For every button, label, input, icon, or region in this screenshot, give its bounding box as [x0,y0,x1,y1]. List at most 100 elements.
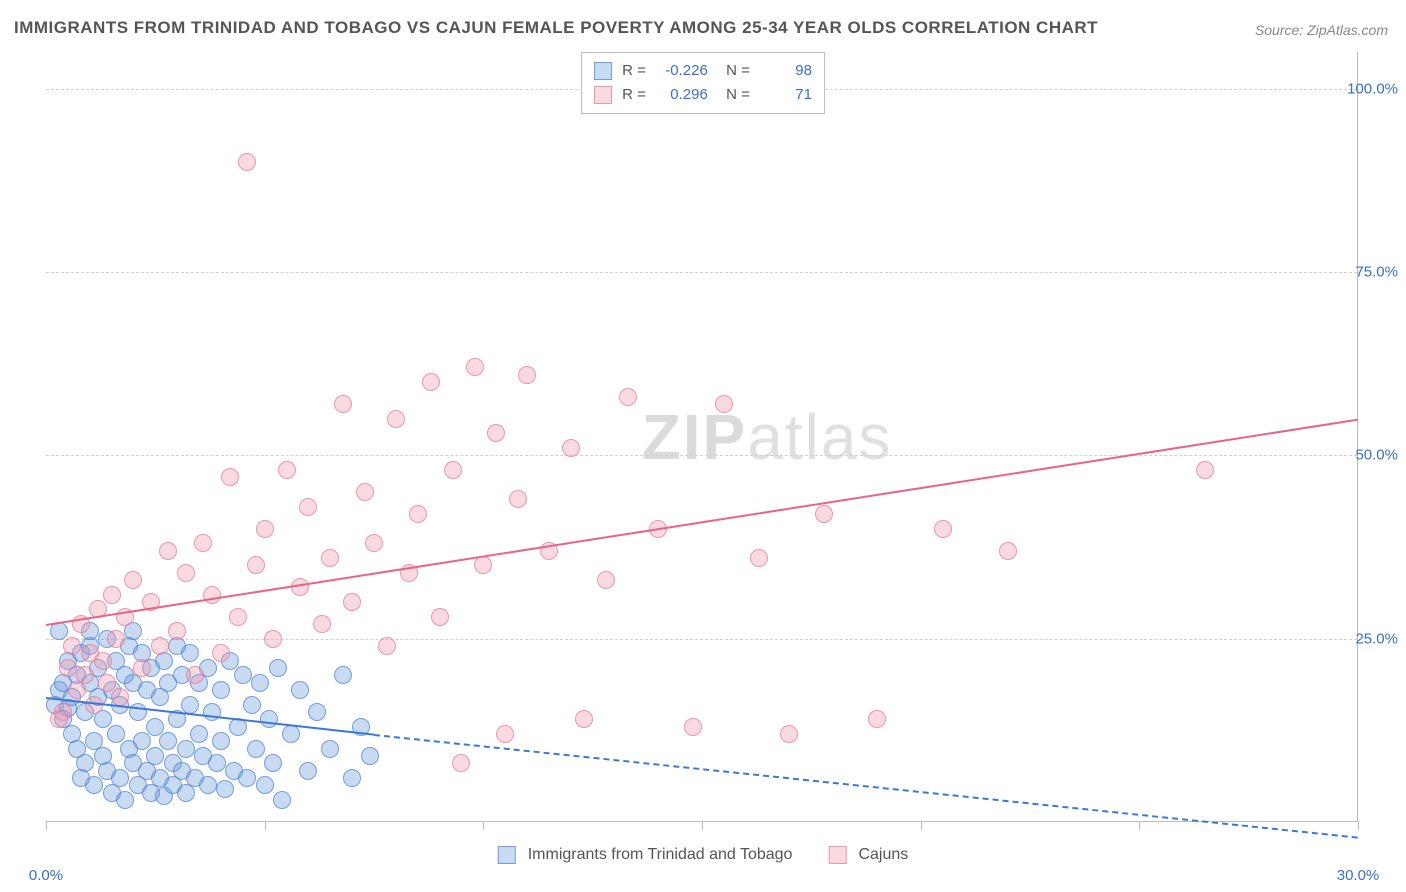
correlation-legend: R = -0.226 N = 98 R = 0.296 N = 71 [581,52,825,114]
data-point-pink [474,556,492,574]
data-point-blue [199,776,217,794]
swatch-pink [594,86,612,104]
x-tick-label: 30.0% [1337,867,1380,884]
n-label: N = [718,59,750,83]
trend-line [46,419,1358,626]
data-point-blue [291,681,309,699]
r-value-blue: -0.226 [656,59,708,83]
data-point-pink [343,593,361,611]
data-point-pink [715,395,733,413]
data-point-pink [238,153,256,171]
x-tick-mark [921,822,922,830]
data-point-blue [50,622,68,640]
data-point-blue [238,769,256,787]
data-point-pink [466,358,484,376]
data-point-blue [361,747,379,765]
data-point-pink [780,725,798,743]
data-point-pink [487,424,505,442]
data-point-blue [308,703,326,721]
data-point-blue [299,762,317,780]
data-point-pink [177,564,195,582]
data-point-pink [313,615,331,633]
chart-title: IMMIGRANTS FROM TRINIDAD AND TOBAGO VS C… [14,18,1098,38]
source-attribution: Source: ZipAtlas.com [1255,22,1388,38]
data-point-blue [273,791,291,809]
data-point-pink [518,366,536,384]
data-point-pink [103,586,121,604]
data-point-blue [282,725,300,743]
data-point-pink [133,659,151,677]
data-point-pink [509,490,527,508]
data-point-pink [168,622,186,640]
data-point-blue [159,732,177,750]
data-point-blue [243,696,261,714]
data-point-blue [76,754,94,772]
data-point-pink [868,710,886,728]
data-point-pink [619,388,637,406]
legend-label-blue: Immigrants from Trinidad and Tobago [528,846,793,864]
data-point-blue [111,769,129,787]
data-point-pink [94,652,112,670]
r-value-pink: 0.296 [656,83,708,107]
series-legend: Immigrants from Trinidad and Tobago Caju… [492,844,915,866]
data-point-pink [299,498,317,516]
data-point-pink [256,520,274,538]
data-point-pink [815,505,833,523]
data-point-pink [194,534,212,552]
data-point-pink [124,571,142,589]
gridline [46,272,1357,273]
x-tick-mark [1358,822,1359,830]
data-point-blue [116,791,134,809]
data-point-blue [234,666,252,684]
trend-line-dashed [374,734,1358,839]
data-point-pink [63,637,81,655]
data-point-blue [321,740,339,758]
data-point-blue [216,780,234,798]
r-label: R = [622,83,646,107]
data-point-blue [177,740,195,758]
data-point-pink [1196,461,1214,479]
legend-label-pink: Cajuns [858,846,908,864]
gridline [46,455,1357,456]
data-point-pink [186,666,204,684]
data-point-blue [334,666,352,684]
data-point-pink [750,549,768,567]
data-point-blue [190,725,208,743]
y-tick-label: 50.0% [1355,447,1398,464]
swatch-pink [828,846,846,864]
watermark-light: atlas [747,401,892,473]
data-point-blue [107,725,125,743]
y-tick-label: 75.0% [1355,264,1398,281]
data-point-pink [562,439,580,457]
data-point-blue [146,747,164,765]
n-value-pink: 71 [760,83,812,107]
data-point-blue [251,674,269,692]
data-point-pink [934,520,952,538]
x-tick-mark [483,822,484,830]
data-point-blue [133,732,151,750]
data-point-pink [597,571,615,589]
watermark-bold: ZIP [642,401,748,473]
data-point-blue [181,644,199,662]
data-point-pink [212,644,230,662]
watermark: ZIPatlas [642,400,893,474]
data-point-pink [107,630,125,648]
x-tick-label: 0.0% [29,867,63,884]
data-point-pink [334,395,352,413]
data-point-blue [146,718,164,736]
n-value-blue: 98 [760,59,812,83]
data-point-pink [431,608,449,626]
data-point-pink [496,725,514,743]
data-point-pink [387,410,405,428]
x-tick-mark [702,822,703,830]
data-point-blue [247,740,265,758]
data-point-blue [208,754,226,772]
data-point-blue [264,754,282,772]
data-point-pink [422,373,440,391]
data-point-pink [76,666,94,684]
data-point-pink [684,718,702,736]
data-point-pink [278,461,296,479]
swatch-blue [594,62,612,80]
data-point-pink [221,468,239,486]
data-point-pink [291,578,309,596]
